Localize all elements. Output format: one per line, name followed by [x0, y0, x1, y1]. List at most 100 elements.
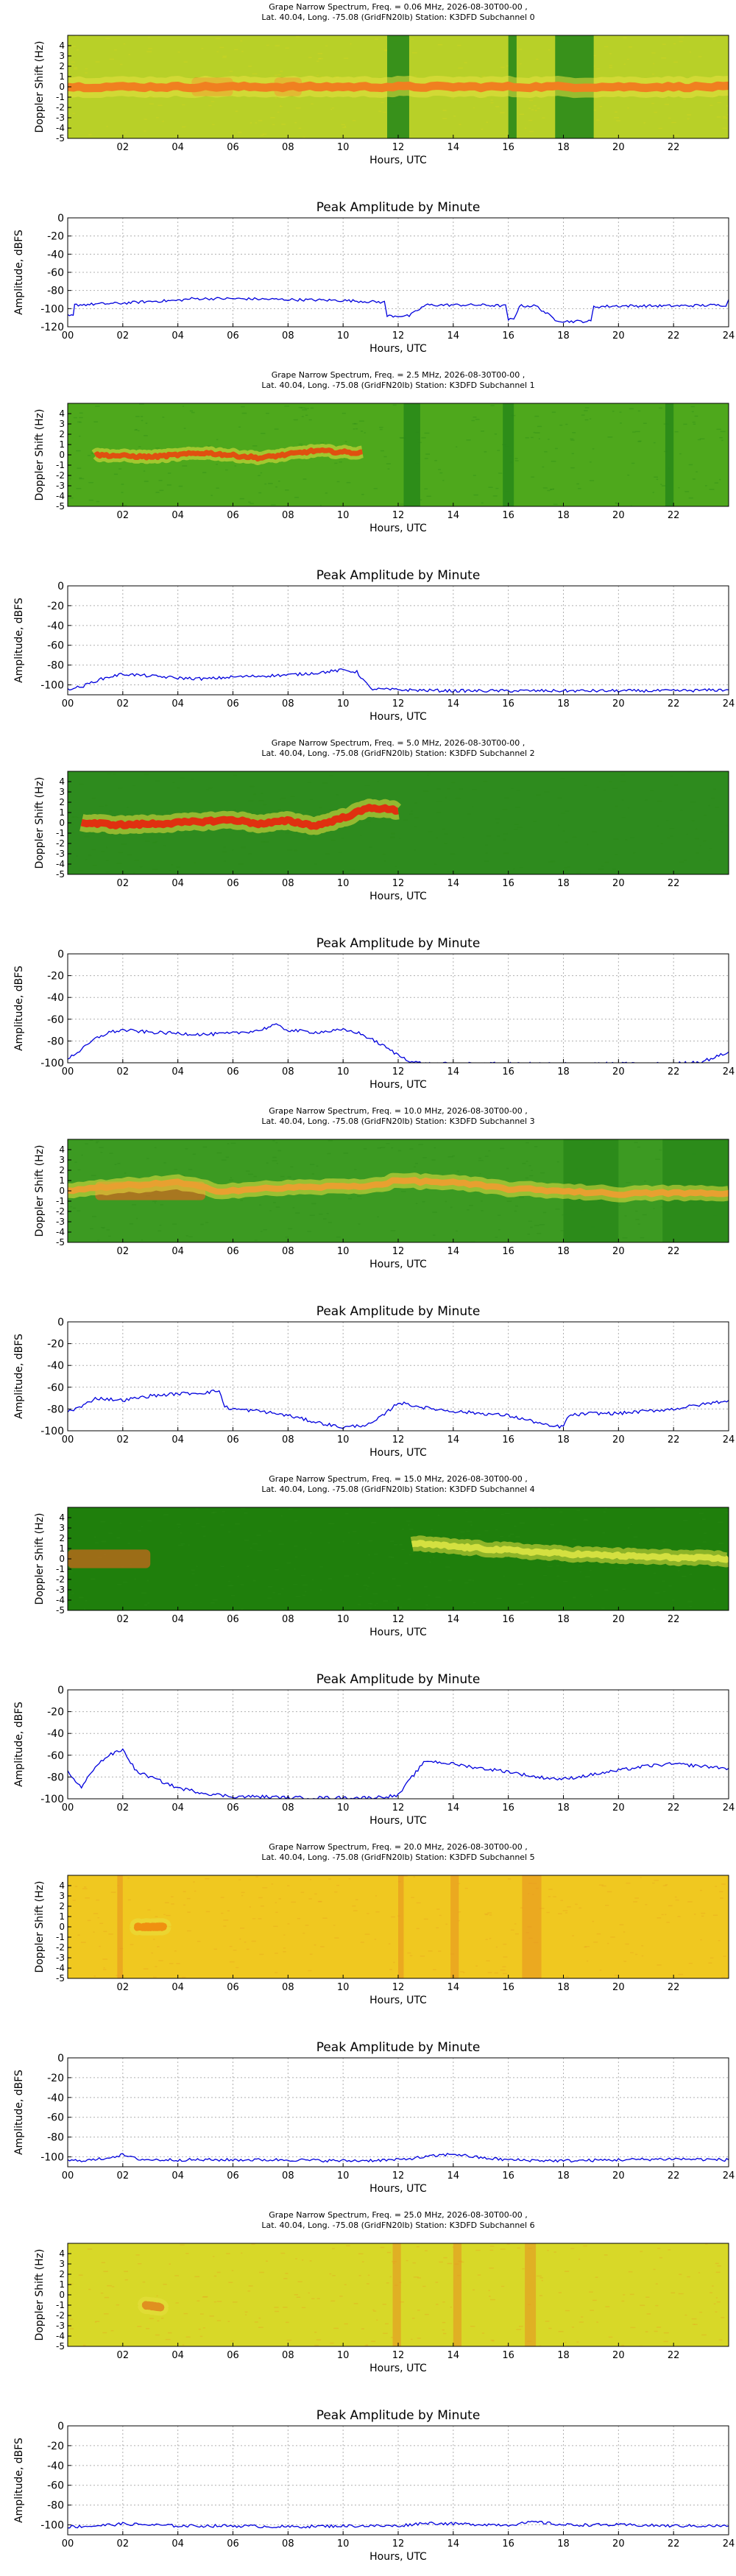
spectrogram-xtick-label: 06	[227, 2350, 239, 2361]
spectrogram-xtick-label: 22	[668, 510, 680, 521]
spectrogram-ylabel: Doppler Shift (Hz)	[34, 409, 46, 501]
amplitude-xtick-label: 24	[723, 1066, 735, 1078]
spectrogram-xtick-label: 14	[447, 1246, 460, 1257]
spectrogram-xtick-label: 08	[282, 142, 294, 153]
amplitude-title: Peak Amplitude by Minute	[316, 1672, 481, 1687]
amplitude-ytick-label: -40	[47, 1728, 64, 1740]
spectrogram-xtick-label: 10	[337, 1982, 350, 1993]
spectrogram-xtick-label: 22	[668, 1246, 680, 1257]
amplitude-ytick-label: -100	[40, 1058, 64, 1069]
spectrogram-xtick-label: 04	[171, 878, 184, 889]
spectrogram-title-line1: Grape Narrow Spectrum, Freq. = 25.0 MHz,…	[269, 2210, 528, 2220]
amplitude-panel-2: Peak Amplitude by Minute 0 -20 -40 -60 -80 -10…	[13, 936, 735, 1091]
amplitude-xlabel: Hours, UTC	[369, 2183, 427, 2195]
spectrogram-xtick-label: 10	[337, 1246, 350, 1257]
spectrogram-trace	[68, 81, 729, 93]
amplitude-title: Peak Amplitude by Minute	[316, 568, 481, 583]
spectrogram-image	[68, 1139, 729, 1242]
spectrogram-xlabel: Hours, UTC	[369, 1259, 427, 1270]
amplitude-title: Peak Amplitude by Minute	[316, 1304, 481, 1319]
amplitude-xtick-label: 14	[447, 2538, 460, 2550]
spectrogram-ytick-label: -1	[56, 2300, 65, 2310]
spectrogram-ytick-label: -4	[56, 123, 65, 133]
spectrogram-ytick-label: -1	[56, 1196, 65, 1206]
amplitude-xtick-label: 10	[337, 1802, 350, 1814]
spectrogram-panel-6: Grape Narrow Spectrum, Freq. = 25.0 MHz,…	[34, 2210, 729, 2374]
amplitude-ytick-label: -80	[47, 1404, 64, 1415]
amplitude-xtick-label: 04	[171, 2538, 184, 2550]
spectrogram-band-1	[453, 2243, 462, 2346]
spectrogram-ytick-label: -2	[56, 2310, 65, 2321]
spectrogram-xlabel: Hours, UTC	[369, 523, 427, 534]
amplitude-ytick-label: -60	[47, 1382, 64, 1394]
amplitude-xtick-label: 22	[668, 1802, 680, 1814]
spectrogram-xtick-label: 20	[612, 1614, 625, 1625]
spectrogram-xtick-label: 22	[668, 1614, 680, 1625]
amplitude-ytick-label: 0	[57, 949, 64, 960]
amplitude-xtick-label: 12	[392, 1434, 405, 1446]
spectrogram-ytick-label: -2	[56, 1942, 65, 1953]
amplitude-ylabel: Amplitude, dBFS	[13, 230, 25, 315]
spectrogram-xtick-label: 08	[282, 2350, 294, 2361]
spectrogram-xtick-label: 14	[447, 510, 460, 521]
amplitude-series-line	[68, 668, 729, 693]
spectrogram-ytick-label: -1	[56, 828, 65, 838]
amplitude-xtick-label: 22	[668, 1066, 680, 1078]
amplitude-panel-0: Peak Amplitude by Minute 0 -20 -40 -60 -80 -10…	[13, 200, 735, 355]
spectrogram-band-1	[398, 1875, 404, 1978]
spectrogram-xtick-label: 04	[171, 1246, 184, 1257]
amplitude-xtick-label: 22	[668, 330, 680, 342]
spectrogram-xtick-label: 02	[117, 1614, 130, 1625]
amplitude-xtick-label: 18	[557, 1066, 570, 1078]
spectrogram-title-line1: Grape Narrow Spectrum, Freq. = 2.5 MHz, …	[272, 370, 526, 380]
amplitude-panel-5: Peak Amplitude by Minute 0 -20 -40 -60 -80 -10…	[13, 2040, 735, 2195]
amplitude-ytick-label: -60	[47, 267, 64, 279]
spectrogram-ytick-label: 2	[59, 2269, 65, 2279]
amplitude-title: Peak Amplitude by Minute	[316, 936, 481, 951]
amplitude-series-line	[68, 1748, 729, 1799]
amplitude-xtick-label: 14	[447, 1802, 460, 1814]
amplitude-ytick-label: -20	[47, 1707, 64, 1719]
spectrogram-ytick-label: 3	[59, 1155, 65, 1165]
spectrogram-ytick-label: 2	[59, 61, 65, 71]
amplitude-xtick-label: 10	[337, 698, 350, 710]
amplitude-ylabel: Amplitude, dBFS	[13, 1334, 25, 1419]
amplitude-xtick-label: 20	[612, 1802, 625, 1814]
spectrogram-ytick-label: 4	[59, 1144, 65, 1155]
amplitude-xtick-label: 12	[392, 1802, 405, 1814]
spectrogram-xtick-label: 02	[117, 1246, 130, 1257]
spectrogram-ytick-label: 4	[59, 1512, 65, 1523]
spectrogram-xtick-label: 02	[117, 1982, 130, 1993]
amplitude-ytick-label: -20	[47, 231, 64, 243]
spectrogram-ytick-label: 1	[59, 1543, 65, 1554]
amplitude-xtick-label: 16	[502, 1434, 514, 1446]
amplitude-panel-3: Peak Amplitude by Minute 0 -20 -40 -60 -80 -10…	[13, 1304, 735, 1459]
amplitude-series-line	[68, 297, 729, 324]
spectrogram-xtick-label: 18	[557, 510, 570, 521]
spectrogram-ytick-label: 2	[59, 797, 65, 807]
spectrogram-xtick-label: 16	[502, 1246, 514, 1257]
amplitude-xtick-label: 10	[337, 1434, 350, 1446]
spectrogram-xtick-label: 12	[392, 878, 405, 889]
spectrogram-xtick-label: 16	[502, 2350, 514, 2361]
spectrogram-ylabel: Doppler Shift (Hz)	[34, 1145, 46, 1237]
amplitude-series-line	[68, 1389, 729, 1429]
amplitude-xtick-label: 12	[392, 2170, 405, 2182]
spectrogram-ytick-label: 1	[59, 439, 65, 450]
amplitude-xtick-label: 24	[723, 698, 735, 710]
spectrogram-ylabel: Doppler Shift (Hz)	[34, 41, 46, 133]
spectrogram-title-line2: Lat. 40.04, Long. -75.08 (GridFN20lb) St…	[261, 2221, 534, 2230]
spectrogram-xtick-label: 10	[337, 1614, 350, 1625]
spectrogram-title-line1: Grape Narrow Spectrum, Freq. = 0.06 MHz,…	[269, 2, 528, 12]
amplitude-xtick-label: 18	[557, 2170, 570, 2182]
spectrogram-xtick-label: 20	[612, 2350, 625, 2361]
amplitude-xtick-label: 24	[723, 2170, 735, 2182]
spectrogram-band-3	[522, 1875, 542, 1978]
spectrogram-title-line1: Grape Narrow Spectrum, Freq. = 5.0 MHz, …	[272, 738, 526, 748]
spectrogram-ytick-label: -5	[56, 869, 65, 880]
spectrogram-band-1	[503, 403, 514, 506]
amplitude-xtick-label: 08	[282, 2538, 294, 2550]
spectrogram-xtick-label: 08	[282, 1982, 294, 1993]
spectrogram-ytick-label: 0	[59, 1922, 65, 1932]
